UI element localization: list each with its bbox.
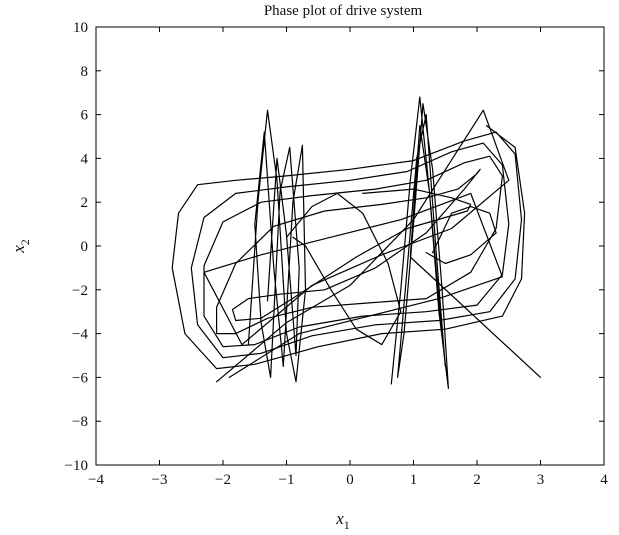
trajectory xyxy=(171,96,542,389)
x-tick-label: 0 xyxy=(346,472,354,488)
y-tick-label: −10 xyxy=(65,458,88,474)
y-tick-label: −8 xyxy=(72,414,88,430)
x-tick-label: 4 xyxy=(600,472,608,488)
trajectory-path-2 xyxy=(203,109,510,383)
x-tick-label: −2 xyxy=(215,472,231,488)
trajectory-path-5 xyxy=(285,192,402,346)
x-axis-label-sub: 1 xyxy=(344,518,350,532)
x-tick-label: 1 xyxy=(410,472,418,488)
x-tick-label: 2 xyxy=(473,472,481,488)
y-tick-label: 2 xyxy=(81,195,89,211)
y-tick-label: −2 xyxy=(72,283,88,299)
x-axis-label-main: x xyxy=(335,509,344,528)
y-tick-label: 6 xyxy=(81,108,89,124)
y-axis-label-sub: 2 xyxy=(18,239,32,245)
y-axis-label-main: x xyxy=(9,245,28,254)
y-axis-label: x2 xyxy=(9,239,32,254)
y-tick-label: 8 xyxy=(81,64,89,80)
plot-area xyxy=(95,26,605,466)
y-tick-label: 4 xyxy=(81,151,89,167)
x-axis-label: x1 xyxy=(335,509,350,532)
y-tick-label: 0 xyxy=(81,239,89,255)
x-tick-label: 3 xyxy=(537,472,545,488)
x-tick-label: −3 xyxy=(152,472,168,488)
chart-title: Phase plot of drive system xyxy=(264,3,423,19)
x-tick-label: −1 xyxy=(279,472,295,488)
y-tick-label: −4 xyxy=(72,327,88,343)
y-tick-label: −6 xyxy=(72,370,88,386)
trajectory-path-3 xyxy=(247,109,307,383)
x-tick-label: −4 xyxy=(88,472,104,488)
y-tick-label: 10 xyxy=(73,20,88,36)
trajectory-path-6 xyxy=(425,206,497,265)
trajectory-path-4 xyxy=(390,96,542,389)
